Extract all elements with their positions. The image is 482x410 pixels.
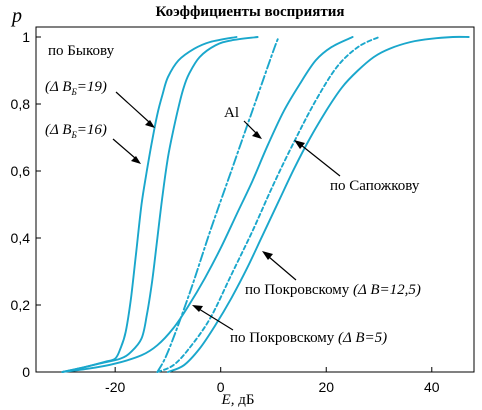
series-line-pokrovsky12_5 <box>61 36 354 373</box>
x-axis-unit: дБ <box>234 392 254 408</box>
label-pokrovsky5-param: (Δ B=5) <box>338 330 387 346</box>
x-tick-label: 0 <box>217 379 225 395</box>
label-pokrovsky5-text: по Покровскому <box>230 330 338 346</box>
arrowhead-bykov16 <box>131 156 141 164</box>
label-sapozhkov: по Сапожкову <box>330 178 420 194</box>
ticks: -20 0 20 40 0 0,2 0,4 0,6 0,8 1 <box>11 29 440 395</box>
series-line-bykov16 <box>61 36 259 373</box>
series-line-al <box>156 36 280 373</box>
annotations: по Быкову (Δ BБ=19) (Δ BБ=16) Al по Сапо… <box>45 43 421 346</box>
series-line-bykov19 <box>61 36 238 373</box>
label-pokrovsky12-5-param: (Δ B=12,5) <box>353 282 421 298</box>
arrow-pokrovsky5 <box>198 308 234 331</box>
arrow-al <box>243 120 257 134</box>
series-line-pokrovsky5 <box>166 35 470 373</box>
x-axis-label: E, дБ <box>221 392 255 408</box>
x-tick-label: -20 <box>105 379 125 395</box>
arrowhead-pokrovsky5 <box>192 305 203 312</box>
x-axis-var: E, <box>221 392 235 408</box>
arrow-pokrovsky12-5 <box>268 256 297 281</box>
label-bykov16-pre: (Δ B <box>45 122 71 138</box>
label-pokrovsky5: по Покровскому (Δ B=5) <box>230 330 387 346</box>
label-bykov19-pre: (Δ B <box>45 79 71 95</box>
label-bykov16-sub: Б <box>70 130 77 140</box>
y-tick-label: 0 <box>22 364 30 380</box>
arrowhead-pokrovsky12-5 <box>262 251 273 260</box>
y-tick-label: 0,2 <box>11 297 31 313</box>
y-tick-label: 0,8 <box>11 96 31 112</box>
arrow-bykov19 <box>115 91 150 123</box>
y-tick-label: 0,6 <box>11 163 31 179</box>
x-tick-label: 40 <box>424 379 440 395</box>
label-bykov19-post: =19) <box>77 79 107 95</box>
plot-frame <box>35 26 475 373</box>
series-line-sapozhkov <box>156 36 380 373</box>
arrowhead-sapozhkov <box>294 140 305 149</box>
label-bykov16: (Δ BБ=16) <box>45 122 107 140</box>
y-tick-label: 0,4 <box>11 230 31 246</box>
label-pokrovsky12-5: по Покровскому (Δ B=12,5) <box>245 282 421 298</box>
curves <box>61 35 470 373</box>
label-bykov19-sub: Б <box>70 87 77 97</box>
y-axis-label: p <box>10 5 22 27</box>
arrow-bykov16 <box>112 138 136 159</box>
arrow-sapozhkov <box>300 144 341 177</box>
chart-title: Коэффициенты восприятия <box>155 4 344 20</box>
y-tick-label: 1 <box>22 29 30 45</box>
arrowhead-al <box>252 131 262 139</box>
label-pokrovsky12-5-text: по Покровскому <box>245 282 353 298</box>
label-bykov19: (Δ BБ=19) <box>45 79 107 97</box>
label-al: Al <box>224 105 239 121</box>
label-bykov16-post: =16) <box>77 122 107 138</box>
arrowhead-bykov19 <box>145 120 155 128</box>
x-tick-label: 20 <box>318 379 334 395</box>
label-bykov: по Быкову <box>48 43 115 59</box>
